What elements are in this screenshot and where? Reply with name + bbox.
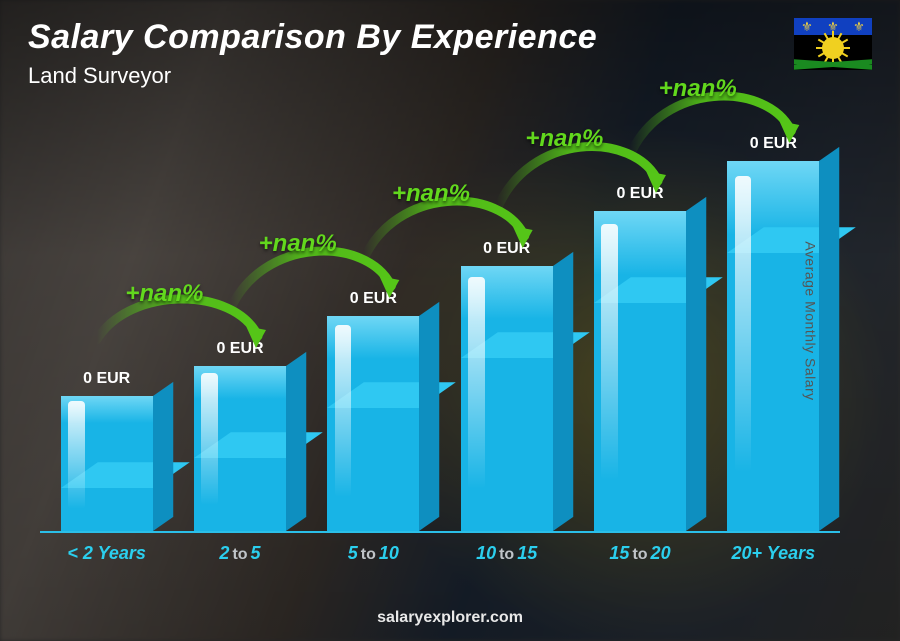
bar-highlight — [468, 277, 485, 489]
x-axis-label: 5to10 — [348, 543, 399, 564]
plot-area: 0 EUR 0 EUR 0 EUR 0 EUR 0 EUR 0 EUR +nan% +nan%… — [40, 120, 840, 531]
title-block: Salary Comparison By Experience Land Sur… — [28, 18, 597, 89]
bar-value-label: 0 EUR — [216, 340, 263, 358]
bar-value-label: 0 EUR — [483, 240, 530, 258]
footer-attribution: salaryexplorer.com — [0, 609, 900, 627]
bar-highlight — [601, 224, 618, 480]
x-axis-label: 15to20 — [609, 543, 670, 564]
bar-side-face — [153, 382, 173, 531]
bar-side-face — [819, 147, 839, 531]
bar-side-face — [686, 197, 706, 531]
fleur-icon: ⚜ — [853, 20, 865, 33]
bar-side-face — [553, 252, 573, 531]
x-axis-label: 10to15 — [476, 543, 537, 564]
bar-highlight — [735, 176, 752, 472]
bar — [194, 366, 286, 531]
bar-side-face — [419, 302, 439, 531]
delta-label: +nan% — [392, 180, 470, 208]
delta-label: +nan% — [659, 75, 737, 103]
bar-highlight — [335, 325, 352, 497]
bar-value-label: 0 EUR — [750, 135, 797, 153]
bar-slot: 0 EUR — [327, 290, 419, 531]
chart-subtitle: Land Surveyor — [28, 63, 597, 89]
flag-icon: ⚜ ⚜ ⚜ — [794, 18, 872, 70]
bar-slot: 0 EUR — [461, 240, 553, 531]
x-axis-label: 2to5 — [219, 543, 260, 564]
bar-slot: 0 EUR — [194, 340, 286, 531]
fleur-icon: ⚜ — [801, 20, 813, 33]
bar-highlight — [201, 373, 218, 505]
delta-label: +nan% — [525, 125, 603, 153]
delta-label: +nan% — [125, 280, 203, 308]
header: Salary Comparison By Experience Land Sur… — [28, 18, 872, 89]
bar-highlight — [68, 401, 85, 509]
bar-side-face — [286, 352, 306, 531]
sun-icon — [822, 37, 844, 59]
bar-slot: 0 EUR — [594, 185, 686, 531]
bar-value-label: 0 EUR — [83, 370, 130, 388]
bar — [461, 266, 553, 531]
chart-title: Salary Comparison By Experience — [28, 18, 597, 57]
bar — [61, 396, 153, 531]
y-axis-label: Average Monthly Salary — [802, 241, 818, 400]
bar-slot: 0 EUR — [61, 370, 153, 531]
bar-chart: 0 EUR 0 EUR 0 EUR 0 EUR 0 EUR 0 EUR +nan% +nan%… — [40, 120, 840, 571]
bar-value-label: 0 EUR — [350, 290, 397, 308]
bar-value-label: 0 EUR — [616, 185, 663, 203]
bar — [594, 211, 686, 531]
x-axis: < 2 Years 2to5 5to10 10to15 15to20 20+ Years — [40, 531, 840, 571]
x-axis-label: < 2 Years — [67, 543, 146, 564]
x-axis-label: 20+ Years — [732, 543, 816, 564]
delta-label: +nan% — [259, 230, 337, 258]
bar — [327, 316, 419, 531]
